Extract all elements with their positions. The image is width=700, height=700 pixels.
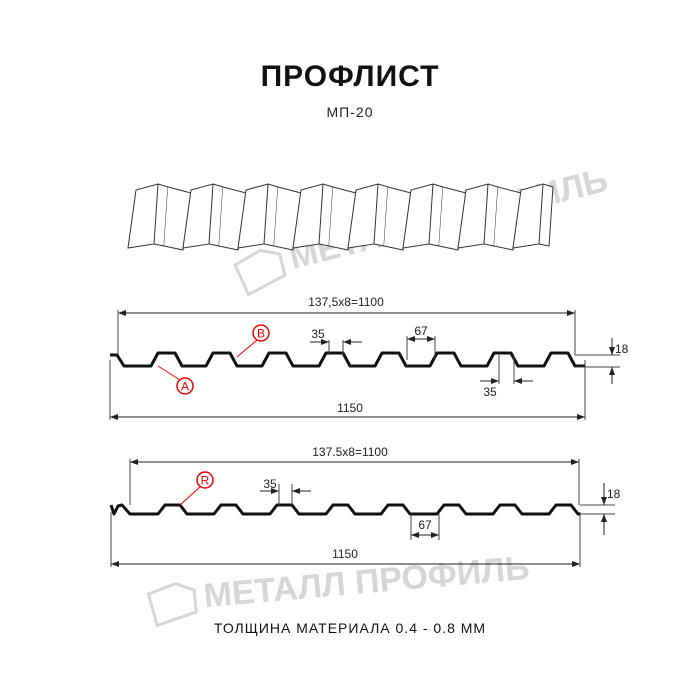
profile-a: 137,5x8=1100 1150 35 67 35 18 B A	[109, 295, 629, 420]
profile-b: 137.5x8=1100 1150 35 67 18 R	[109, 445, 621, 567]
rib-dimension: 67	[414, 324, 428, 338]
svg-text:МЕТАЛЛ ПРОФИЛЬ: МЕТАЛЛ ПРОФИЛЬ	[202, 549, 531, 615]
page-title: ПРОФЛИСТ	[260, 60, 440, 93]
marker-b	[252, 324, 270, 342]
sheet-rib	[182, 183, 224, 249]
sheet-rib	[512, 183, 554, 249]
marker-a	[176, 377, 194, 395]
bottom-width-dimension: 35	[483, 385, 497, 399]
width-dimension: 1150	[337, 401, 363, 415]
marker-r	[196, 471, 214, 489]
material-thickness: ТОЛЩИНА МАТЕРИАЛА 0.4 - 0.8 ММ	[213, 620, 487, 636]
svg-text:A: A	[181, 380, 189, 394]
width-dimension: 1150	[332, 547, 358, 561]
top-width-dimension: 35	[311, 327, 325, 341]
sheet-rib	[127, 183, 169, 249]
svg-text:B: B	[257, 327, 265, 341]
sheet-rib	[457, 183, 499, 249]
height-dimension: 18	[607, 487, 621, 501]
svg-text:R: R	[201, 474, 210, 488]
top-width-dimension: 35	[263, 477, 277, 491]
sheet-3d-view	[127, 183, 554, 251]
pitch-dimension: 137.5x8=1100	[312, 445, 388, 459]
pitch-dimension: 137,5x8=1100	[308, 295, 384, 309]
height-dimension: 18	[615, 342, 629, 356]
rib-dimension: 67	[418, 518, 432, 532]
page-subtitle: МП-20	[326, 104, 374, 120]
